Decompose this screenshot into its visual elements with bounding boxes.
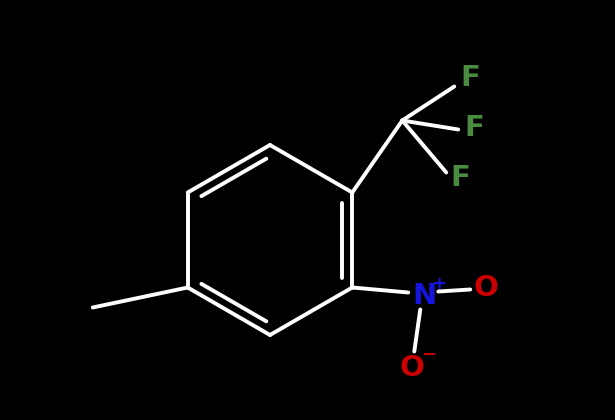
Text: −: − bbox=[421, 346, 436, 363]
Text: O: O bbox=[400, 354, 425, 381]
Text: F: F bbox=[464, 115, 484, 142]
Text: O: O bbox=[474, 273, 499, 302]
Text: N: N bbox=[412, 281, 437, 310]
Text: +: + bbox=[430, 275, 446, 292]
Text: F: F bbox=[461, 65, 480, 92]
Text: F: F bbox=[450, 165, 470, 192]
